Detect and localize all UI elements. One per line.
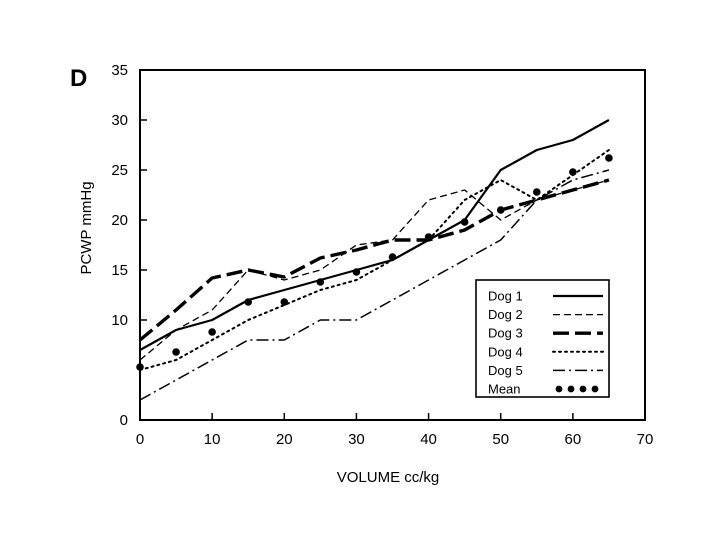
mean-point — [605, 154, 613, 162]
mean-point — [388, 253, 397, 261]
mean-point — [352, 268, 361, 276]
mean-point — [460, 218, 469, 226]
legend-label-dog-5: Dog 5 — [488, 363, 523, 378]
x-tick-label: 60 — [565, 431, 582, 448]
x-tick-label: 50 — [492, 431, 509, 448]
y-tick-label: 30 — [111, 112, 128, 129]
legend-sample-mean — [555, 385, 563, 393]
dog-2-line — [139, 179, 610, 361]
x-tick-label: 70 — [637, 431, 654, 448]
y-tick-label: 0 — [120, 412, 128, 429]
mean-point — [280, 298, 289, 306]
x-tick-label: 40 — [420, 431, 437, 448]
y-tick-label: 10 — [111, 312, 128, 329]
panel-label: D — [70, 65, 87, 92]
mean-point — [244, 298, 253, 306]
legend-box — [475, 279, 610, 398]
legend-sample-mean — [567, 385, 575, 393]
legend-label-dog-4: Dog 4 — [488, 344, 523, 359]
plot-frame — [139, 69, 646, 421]
axis-ticks: 0 10 20 30 40 50 60 70 0 10 15 20 25 30 35 — [111, 62, 653, 448]
legend-sample-mean — [591, 385, 599, 393]
dog-5-line — [139, 169, 610, 401]
y-tick-label: 25 — [111, 162, 128, 179]
mean-point — [316, 278, 325, 286]
x-tick-label: 20 — [276, 431, 293, 448]
dog-3-line — [138, 178, 610, 342]
mean-point — [172, 348, 180, 356]
mean-point — [136, 363, 144, 371]
x-tick-label: 0 — [136, 431, 144, 448]
y-tick-label: 35 — [111, 62, 128, 79]
legend-label-dog-3: Dog 3 — [488, 326, 523, 341]
y-tick-label: 15 — [111, 262, 128, 279]
y-axis-title: PCWP mmHg — [78, 181, 95, 274]
legend-label-mean: Mean — [488, 382, 521, 397]
legend: Dog 1 Dog 2 Dog 3 Dog 4 Dog 5 Mean — [488, 289, 604, 397]
mean-point — [532, 188, 541, 196]
x-tick-label: 10 — [204, 431, 221, 448]
x-tick-label: 30 — [348, 431, 365, 448]
mean-point — [569, 168, 577, 176]
legend-label-dog-2: Dog 2 — [488, 307, 523, 322]
legend-label-dog-1: Dog 1 — [488, 289, 523, 304]
x-axis-title: VOLUME cc/kg — [337, 469, 440, 486]
mean-point — [208, 328, 216, 336]
dog-4-line — [139, 149, 610, 371]
mean-point — [424, 233, 433, 241]
series-layer — [136, 119, 613, 401]
mean-point — [496, 206, 505, 214]
legend-sample-mean — [579, 385, 587, 393]
y-tick-label: 20 — [111, 212, 128, 229]
